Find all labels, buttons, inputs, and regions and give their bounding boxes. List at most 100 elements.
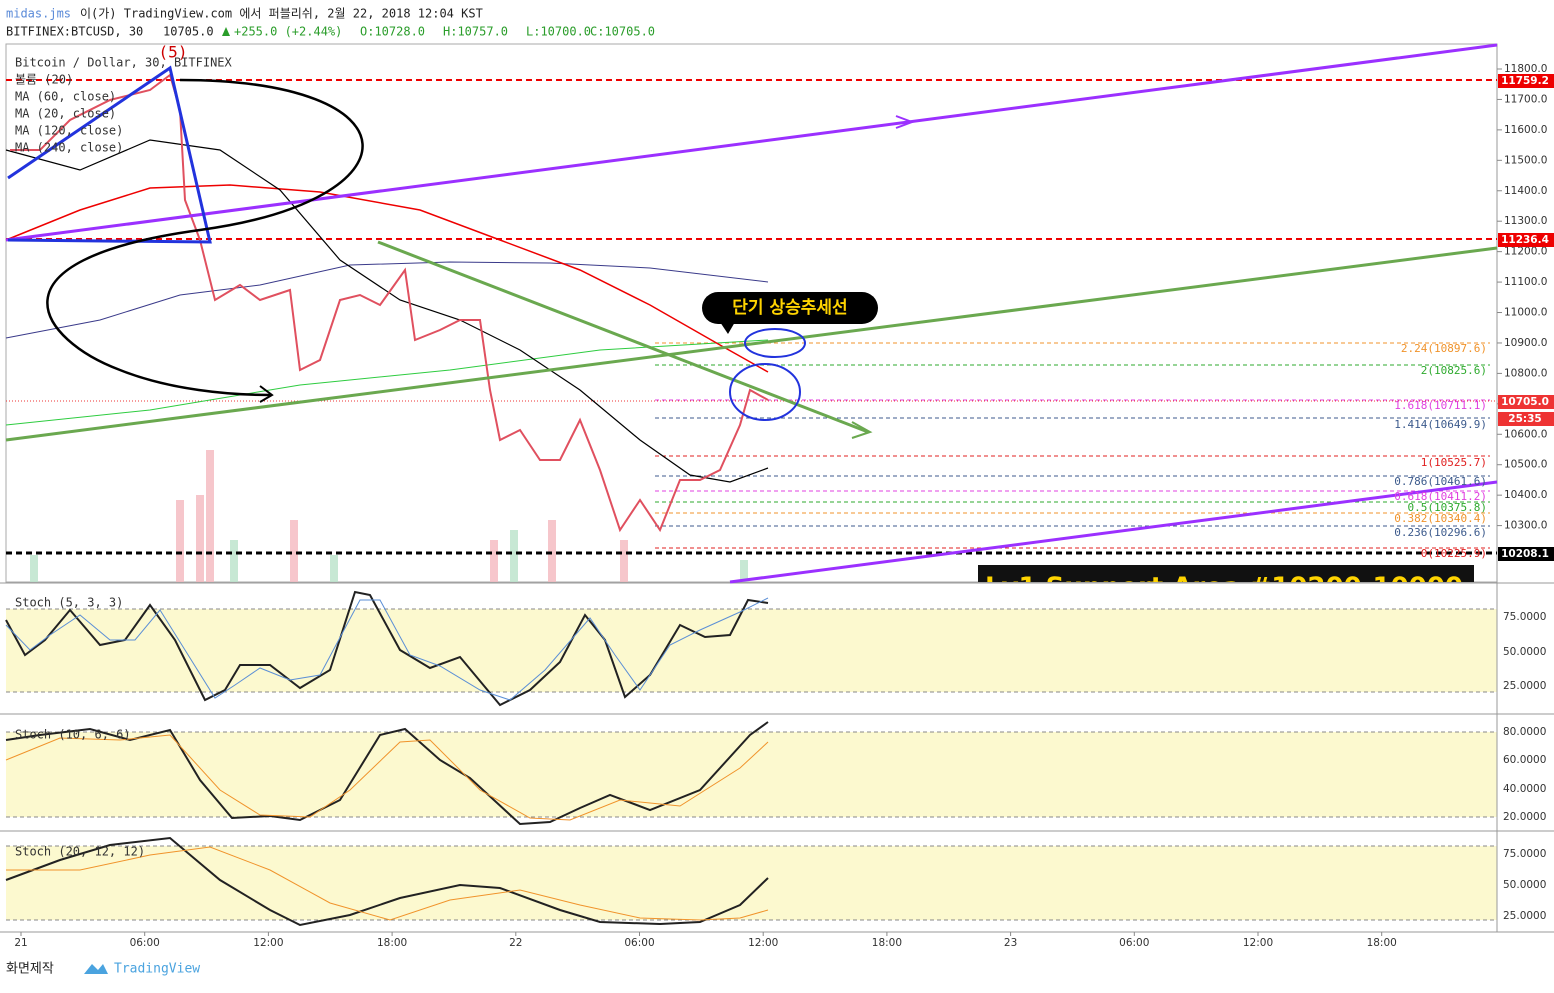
price-badge-label: 11236.4 <box>1501 234 1549 246</box>
legend-item: MA (60, close) <box>15 90 116 104</box>
volume <box>176 450 628 582</box>
price-label: 11600.0 <box>1504 124 1547 136</box>
fib-label: 2(10825.6) <box>1421 364 1487 377</box>
arrow <box>259 385 274 403</box>
support-box <box>978 565 1474 582</box>
fib-label: 0.618(10411.2) <box>1394 490 1487 503</box>
stoch-k <box>5 836 769 927</box>
price-badge <box>1498 395 1554 409</box>
ma-line <box>5 339 769 426</box>
time-label: 18:00 <box>377 937 407 949</box>
change: +255.0 (+2.44%) <box>234 25 342 39</box>
time-label: 06:00 <box>624 937 654 949</box>
footer-caption: 화면제작 <box>6 962 54 977</box>
volume <box>30 530 748 582</box>
trendline <box>5 43 1498 242</box>
price-label: 11700.0 <box>1504 93 1547 105</box>
legend-item: 볼륨 (20) <box>15 73 73 87</box>
price-label: 11300.0 <box>1504 215 1547 227</box>
fib-label: 0.786(10461.6) <box>1394 475 1487 488</box>
time-label: 12:00 <box>748 937 778 949</box>
stoch1-band <box>6 609 1497 692</box>
hand-curve <box>46 78 364 397</box>
high: H:10757.0 <box>443 25 508 39</box>
legend-item: Bitcoin / Dollar, 30, BITFINEX <box>15 56 233 70</box>
price-label: 10600.0 <box>1504 428 1547 440</box>
callout: 단기 상승추세선 <box>732 298 847 318</box>
stoch-name: Stoch (20, 12, 12) <box>15 845 145 859</box>
stoch-tick: 20.0000 <box>1503 811 1546 823</box>
up-arrow <box>222 27 230 36</box>
time-label: 12:00 <box>1243 937 1273 949</box>
legend-item: MA (240, close) <box>15 141 123 155</box>
stoch-tick: 25.0000 <box>1503 910 1546 922</box>
stoch-tick: 50.0000 <box>1503 879 1546 891</box>
wave-label: (5) <box>159 43 188 62</box>
logo <box>84 964 108 974</box>
stoch-tick: 75.0000 <box>1503 848 1546 860</box>
price-badge <box>1498 74 1554 88</box>
price-badge-label: 10208.1 <box>1501 548 1549 560</box>
price-badge <box>1498 547 1554 561</box>
price-badge-label: 11759.2 <box>1501 75 1549 87</box>
pane-dividers <box>0 44 1554 933</box>
price-badge <box>1498 412 1554 426</box>
ma-line <box>5 261 769 339</box>
price-label: 11100.0 <box>1504 276 1547 288</box>
time-label: 12:00 <box>253 937 283 949</box>
fib-label: 0.382(10340.4) <box>1394 512 1487 525</box>
fib-label: 0(10225.9) <box>1421 547 1487 560</box>
stoch2-band <box>6 732 1497 817</box>
price-badge-label: 10705.0 <box>1501 396 1549 408</box>
trendline <box>5 246 1498 442</box>
price-label: 11400.0 <box>1504 185 1547 197</box>
price-label: 11500.0 <box>1504 154 1547 166</box>
price-label: 11200.0 <box>1504 246 1547 258</box>
time-label: 22 <box>509 937 522 949</box>
callout-box <box>702 292 878 324</box>
stoch-tick: 40.0000 <box>1503 783 1546 795</box>
price-badge <box>1498 233 1554 247</box>
circle <box>729 363 801 421</box>
time-label: 06:00 <box>130 937 160 949</box>
time-label: 06:00 <box>1119 937 1149 949</box>
wave-line <box>7 65 212 244</box>
stoch-tick: 50.0000 <box>1503 646 1546 658</box>
footer-brand[interactable]: TradingView <box>114 962 200 977</box>
symbol: BITFINEX:BTCUSD, 30 <box>6 25 143 39</box>
stoch-d <box>5 597 769 701</box>
last: 10705.0 <box>163 25 214 39</box>
fib-label: 2.24(10897.6) <box>1401 342 1487 355</box>
low: L:10700.0 <box>526 25 591 39</box>
fib-label: 1.414(10649.9) <box>1394 418 1487 431</box>
open: O:10728.0 <box>360 25 425 39</box>
close: C:10705.0 <box>590 25 655 39</box>
price-label: 10800.0 <box>1504 367 1547 379</box>
time-label: 18:00 <box>872 937 902 949</box>
stoch-tick: 25.0000 <box>1503 680 1546 692</box>
fib-label: 0.236(10296.6) <box>1394 526 1487 539</box>
legend-item: MA (20, close) <box>15 107 116 121</box>
arrow <box>895 115 915 129</box>
stoch3-band <box>6 846 1497 920</box>
support-label: Lv1 Support Area #10200-10000 <box>985 573 1463 603</box>
callout-tail <box>720 322 735 334</box>
circle <box>744 328 806 358</box>
fib-label: 1.618(10711.1) <box>1394 399 1487 412</box>
price-label: 11000.0 <box>1504 307 1547 319</box>
published: 이(가) TradingView.com 에서 퍼블리쉬, 2월 22, 201… <box>80 7 483 21</box>
price-label: 10400.0 <box>1504 489 1547 501</box>
legend-item: MA (120, close) <box>15 124 123 138</box>
price-label: 10500.0 <box>1504 459 1547 471</box>
time-label: 18:00 <box>1367 937 1397 949</box>
trendline <box>729 480 1498 584</box>
author[interactable]: midas.jms <box>6 7 71 21</box>
fib-label: 1(10525.7) <box>1421 456 1487 469</box>
arrow <box>851 421 873 439</box>
time-label: 23 <box>1004 937 1017 949</box>
ma-line <box>5 139 769 483</box>
price-badge-label: 25:35 <box>1508 413 1541 425</box>
stoch-k <box>5 721 769 826</box>
price-label: 10900.0 <box>1504 337 1547 349</box>
